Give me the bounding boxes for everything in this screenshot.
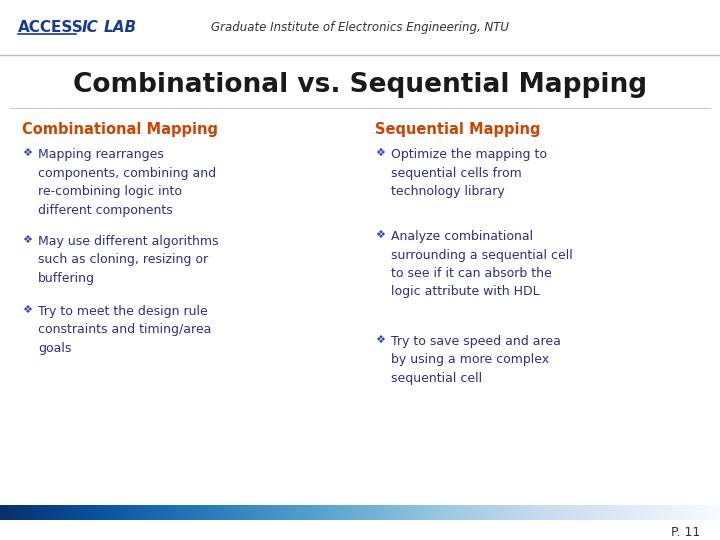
Text: Sequential Mapping: Sequential Mapping xyxy=(375,122,541,137)
Text: Mapping rearranges
components, combining and
re-combining logic into
different c: Mapping rearranges components, combining… xyxy=(38,148,216,217)
Text: ❖: ❖ xyxy=(375,148,385,158)
Circle shape xyxy=(658,3,708,52)
Text: P. 11: P. 11 xyxy=(671,525,700,538)
Text: LAB: LAB xyxy=(104,21,137,36)
Text: ❖: ❖ xyxy=(22,148,32,158)
Text: Optimize the mapping to
sequential cells from
technology library: Optimize the mapping to sequential cells… xyxy=(391,148,547,198)
Text: ❖: ❖ xyxy=(22,235,32,245)
Text: IC: IC xyxy=(82,21,99,36)
Text: May use different algorithms
such as cloning, resizing or
buffering: May use different algorithms such as clo… xyxy=(38,235,218,285)
Text: Combinational vs. Sequential Mapping: Combinational vs. Sequential Mapping xyxy=(73,72,647,98)
Text: Graduate Institute of Electronics Engineering, NTU: Graduate Institute of Electronics Engine… xyxy=(211,22,509,35)
Text: Combinational Mapping: Combinational Mapping xyxy=(22,122,218,137)
Text: ❖: ❖ xyxy=(22,305,32,315)
Text: Analyze combinational
surrounding a sequential cell
to see if it can absorb the
: Analyze combinational surrounding a sequ… xyxy=(391,230,572,299)
Text: ACCESS: ACCESS xyxy=(18,21,84,36)
Text: ❖: ❖ xyxy=(375,335,385,345)
Text: Try to save speed and area
by using a more complex
sequential cell: Try to save speed and area by using a mo… xyxy=(391,335,561,385)
Text: ❖: ❖ xyxy=(375,230,385,240)
Text: NTU: NTU xyxy=(675,24,691,30)
Text: Try to meet the design rule
constraints and timing/area
goals: Try to meet the design rule constraints … xyxy=(38,305,212,355)
